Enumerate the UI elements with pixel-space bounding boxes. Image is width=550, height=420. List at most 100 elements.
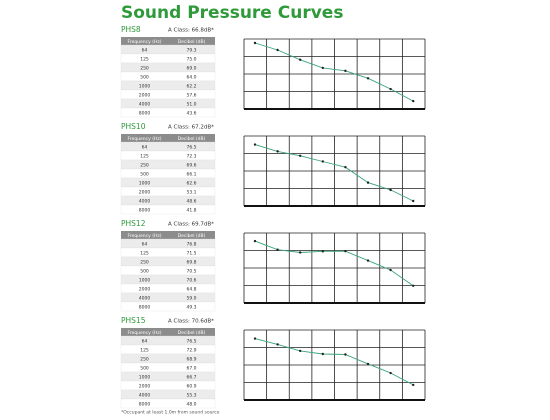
table-cell: 250 (140, 259, 149, 265)
table-cell: 500 (140, 365, 149, 371)
table-cell: 250 (140, 65, 149, 71)
curve (254, 42, 414, 102)
table-cell: 69.0 (186, 65, 196, 71)
a-class: A Class: 67.2dB* (168, 125, 214, 131)
table-cell: 1000 (139, 180, 151, 186)
table-cell: 71.5 (186, 250, 196, 256)
table-cell: 64 (142, 144, 148, 150)
table-cell: 43.6 (186, 110, 196, 116)
table-cell: 64 (142, 47, 148, 53)
table-cell: 500 (140, 74, 149, 80)
curve-point (276, 248, 279, 251)
table-row (120, 256, 216, 267)
curve-point (299, 349, 302, 353)
table-cell: 48.0 (186, 401, 196, 407)
table-row (120, 71, 216, 82)
curve-point (253, 143, 257, 146)
table-cell: 2000 (139, 383, 151, 389)
table-cell: 62.6 (186, 180, 196, 186)
column-header: Frequency (Hz) (128, 136, 162, 142)
model-label: PHS8 (121, 25, 141, 34)
table-row (120, 186, 216, 197)
table-cell: 500 (140, 171, 149, 177)
curve-point (389, 371, 392, 375)
table-row (120, 204, 216, 215)
curve-point (253, 239, 257, 243)
curve-point (344, 353, 347, 356)
curve-point (389, 87, 392, 91)
table-row (120, 283, 216, 294)
curve (254, 338, 414, 386)
table-cell: 8000 (139, 401, 151, 407)
table-cell: 76.5 (186, 338, 196, 344)
table-row (120, 292, 216, 303)
table-header (121, 328, 215, 336)
table-cell: 500 (140, 268, 149, 274)
table-cell: 64 (142, 241, 148, 247)
curve-point (389, 188, 392, 192)
table-row (120, 159, 216, 170)
curve-point (299, 154, 302, 157)
model-label: PHS12 (121, 219, 146, 228)
curve-point (276, 150, 279, 153)
table-row (120, 238, 216, 249)
curve-point (253, 41, 257, 45)
column-header: Decibel (dB) (178, 136, 206, 142)
table-cell: 48.6 (186, 198, 196, 204)
curve-point (344, 249, 347, 253)
table-cell: 8000 (139, 110, 151, 116)
table-cell: 1000 (139, 277, 151, 283)
table-cell: 2000 (139, 189, 151, 195)
curve (254, 240, 414, 287)
curve-point (344, 69, 347, 73)
curve-point (366, 259, 370, 262)
table-row (120, 335, 216, 346)
table-cell: 55.3 (186, 392, 196, 398)
a-class: A Class: 69.7dB* (168, 222, 214, 228)
table-header (121, 231, 215, 239)
column-header: Frequency (Hz) (128, 39, 162, 45)
table-row (120, 274, 216, 285)
column-header: Decibel (dB) (178, 330, 206, 336)
curve-point (412, 383, 415, 387)
table-row (120, 150, 216, 161)
table-row (120, 265, 216, 276)
table-cell: 70.5 (186, 268, 196, 274)
model-label: PHS15 (121, 316, 146, 325)
table-row (120, 362, 216, 373)
table-cell: 59.0 (186, 295, 196, 301)
table-cell: 60.9 (186, 383, 196, 389)
table-row (120, 80, 216, 91)
table-cell: 69.8 (186, 259, 196, 265)
curve-point (321, 250, 324, 253)
curve-point (299, 58, 302, 61)
table-cell: 1000 (139, 83, 151, 89)
column-header: Frequency (Hz) (128, 233, 162, 239)
table-cell: 57.6 (186, 92, 196, 98)
table-cell: 64.0 (186, 74, 196, 80)
table-cell: 69.6 (186, 162, 196, 168)
table-cell: 66.1 (186, 171, 196, 177)
curve-point (412, 199, 415, 203)
table-header (121, 134, 215, 142)
table-row (120, 247, 216, 258)
table-row (120, 98, 216, 109)
table-cell: 125 (140, 347, 149, 353)
table-cell: 67.0 (186, 365, 196, 371)
table-row (120, 301, 216, 312)
curve-point (253, 337, 257, 340)
table-cell: 66.7 (186, 374, 196, 380)
a-class: A Class: 70.6dB* (168, 319, 214, 325)
table-cell: 41.8 (186, 207, 196, 213)
footnote: *Occupant at least 1.0m from sound sourc… (121, 410, 220, 416)
table-row (120, 380, 216, 391)
curve-point (366, 77, 370, 80)
title: Sound Pressure Curves (121, 3, 343, 23)
curve-point (366, 181, 370, 184)
table-cell: 53.1 (186, 189, 196, 195)
table-row (120, 53, 216, 64)
table-cell: 2000 (139, 92, 151, 98)
table-row (120, 398, 216, 409)
table-row (120, 389, 216, 400)
table-cell: 4000 (139, 295, 151, 301)
